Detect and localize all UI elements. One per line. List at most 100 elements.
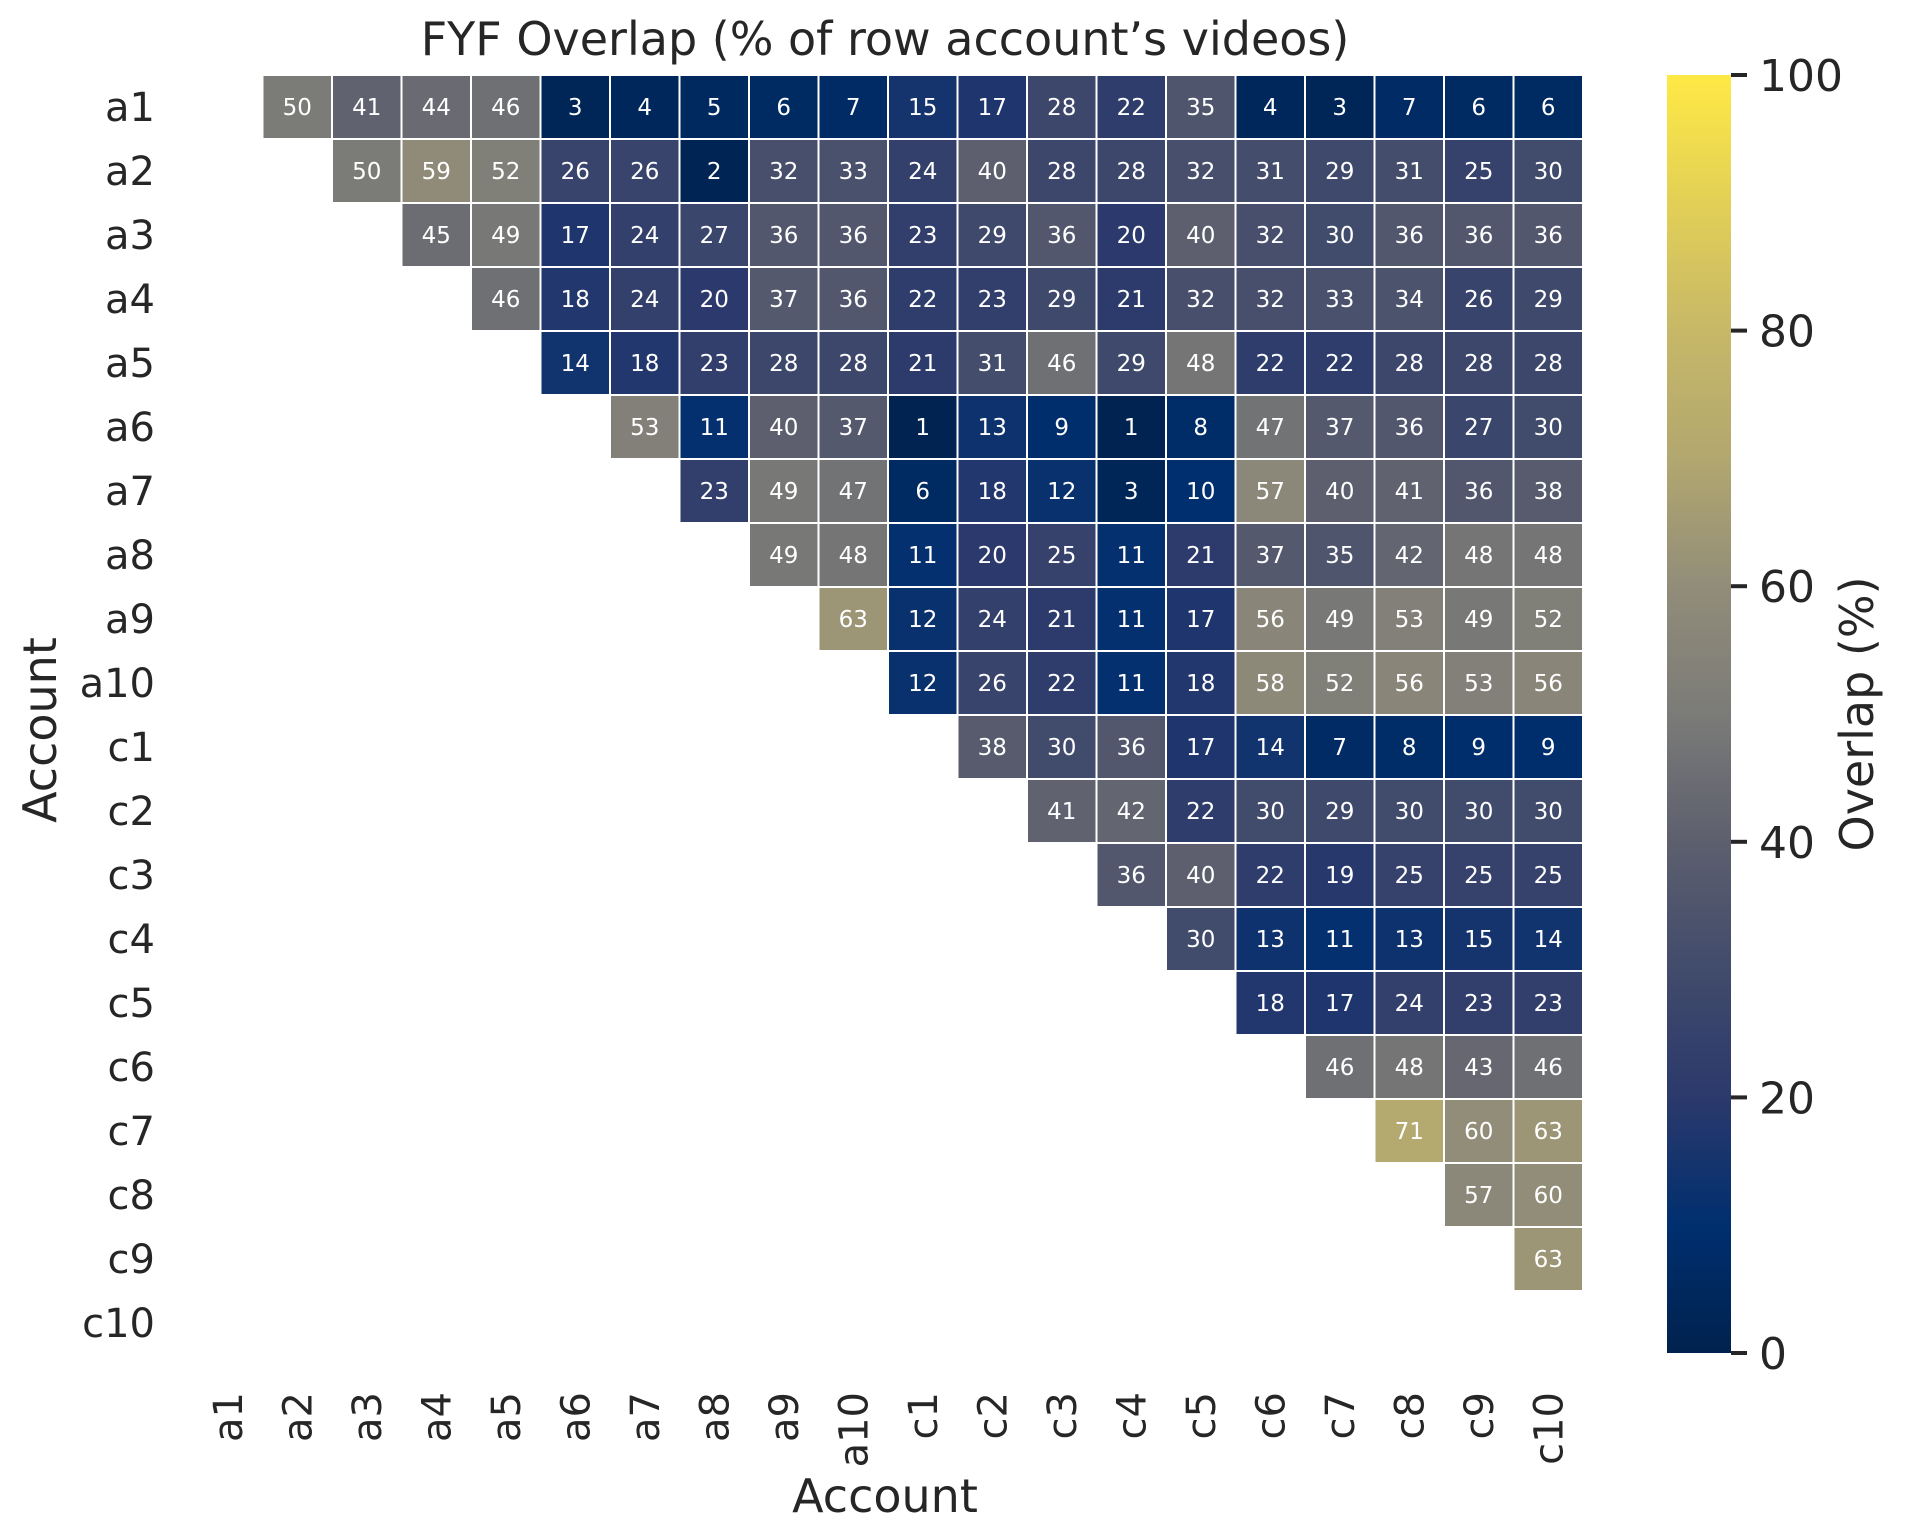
cell-label-a4-c7: 33	[1325, 287, 1354, 313]
heatmap-cell-a4-c8	[1373, 266, 1445, 332]
heatmap-cell-a6-c2	[956, 394, 1028, 460]
heatmap-cell-c3-c9	[1443, 842, 1515, 908]
heatmap-cell-a7-c3	[1026, 458, 1098, 524]
cell-label-a2-a5: 52	[491, 159, 520, 185]
heatmap-cell-a1-c10	[1512, 74, 1584, 140]
cell-label-a7-c1: 6	[915, 479, 930, 505]
cell-label-a3-c7: 30	[1325, 223, 1354, 249]
cell-label-a6-c10: 30	[1534, 415, 1563, 441]
cell-label-a2-a7: 26	[630, 159, 659, 185]
heatmap-cell-c1-c10	[1512, 714, 1584, 780]
heatmap-cell-a3-c4	[1095, 202, 1167, 268]
y-tick-label-c9: c9	[108, 1237, 155, 1283]
cell-label-a1-a6: 3	[568, 95, 583, 121]
cell-label-c1-c2: 38	[978, 735, 1007, 761]
cell-label-a2-c9: 25	[1464, 159, 1493, 185]
heatmap-cell-c1-c2	[956, 714, 1028, 780]
heatmap-cell-a4-c9	[1443, 266, 1515, 332]
cell-label-a8-c5: 21	[1186, 543, 1215, 569]
cell-label-a5-c1: 21	[908, 351, 937, 377]
y-tick-label-a6: a6	[105, 405, 155, 451]
heatmap-cell-a7-c10	[1512, 458, 1584, 524]
cell-label-a3-c3: 36	[1047, 223, 1076, 249]
y-tick-label-a9: a9	[105, 597, 155, 643]
cell-label-a8-c10: 48	[1534, 543, 1563, 569]
cell-label-a8-c2: 20	[978, 543, 1007, 569]
cell-label-a2-a6: 26	[561, 159, 590, 185]
heatmap-cell-a2-c4	[1095, 138, 1167, 204]
heatmap-cell-a5-c6	[1234, 330, 1306, 396]
heatmap-cell-a3-c3	[1026, 202, 1098, 268]
cell-label-a2-c1: 24	[908, 159, 937, 185]
y-tick-label-c7: c7	[108, 1109, 155, 1155]
x-tick-label-c5: c5	[1179, 1392, 1225, 1439]
y-tick-label-a4: a4	[105, 277, 155, 323]
heatmap-cell-a9-c9	[1443, 586, 1515, 652]
cell-label-a10-c6: 58	[1256, 671, 1285, 697]
heatmap-cell-a5-c2	[956, 330, 1028, 396]
heatmap-cell-a3-c5	[1165, 202, 1237, 268]
cell-label-c9-c10: 63	[1534, 1247, 1563, 1273]
heatmap-cell-c2-c9	[1443, 778, 1515, 844]
x-tick-label-a10: a10	[831, 1392, 877, 1467]
cell-label-a4-a5: 46	[491, 287, 520, 313]
cell-label-a4-c6: 32	[1256, 287, 1285, 313]
cell-label-c5-c8: 24	[1395, 991, 1424, 1017]
x-tick-label-c4: c4	[1109, 1392, 1155, 1439]
cell-label-a4-a10: 36	[839, 287, 868, 313]
heatmap-cell-a1-c3	[1026, 74, 1098, 140]
cell-label-a1-a7: 4	[637, 95, 652, 121]
cell-label-a3-a9: 36	[769, 223, 798, 249]
cell-label-c3-c5: 40	[1186, 863, 1215, 889]
cell-label-c4-c5: 30	[1186, 927, 1215, 953]
cell-label-a3-a10: 36	[839, 223, 868, 249]
heatmap-cell-c2-c8	[1373, 778, 1445, 844]
cell-label-c2-c4: 42	[1117, 799, 1146, 825]
cell-label-a6-c3: 9	[1054, 415, 1069, 441]
cell-label-c3-c4: 36	[1117, 863, 1146, 889]
cell-label-a7-c8: 41	[1395, 479, 1424, 505]
x-tick-label-c9: c9	[1457, 1392, 1503, 1439]
cell-label-c3-c6: 22	[1256, 863, 1285, 889]
cell-label-a10-c8: 56	[1395, 671, 1424, 697]
colorbar	[1667, 75, 1731, 1353]
heatmap-cell-a1-a9	[748, 74, 820, 140]
cell-label-c4-c7: 11	[1325, 927, 1354, 953]
cell-label-c5-c9: 23	[1464, 991, 1493, 1017]
cell-label-a5-a6: 14	[561, 351, 590, 377]
heatmap-cell-c9-c10	[1512, 1226, 1584, 1292]
heatmap-cell-c2-c3	[1026, 778, 1098, 844]
heatmap-cell-c5-c9	[1443, 970, 1515, 1036]
cell-label-a6-c2: 13	[978, 415, 1007, 441]
cell-label-a5-c8: 28	[1395, 351, 1424, 377]
colorbar-tick-label-40: 40	[1759, 818, 1815, 869]
colorbar-ticks: 0 20 40 60 80 100	[1731, 51, 1843, 1380]
heatmap-cell-a5-c10	[1512, 330, 1584, 396]
heatmap-cell-a10-c10	[1512, 650, 1584, 716]
heatmap-cell-c5-c6	[1234, 970, 1306, 1036]
heatmap-cell-c2-c4	[1095, 778, 1167, 844]
x-tick-label-c10: c10	[1526, 1392, 1572, 1465]
cell-label-a3-c8: 36	[1395, 223, 1424, 249]
cell-label-a8-c1: 11	[908, 543, 937, 569]
cell-label-a1-a5: 46	[491, 95, 520, 121]
x-tick-label-a2: a2	[275, 1392, 321, 1442]
cell-label-a10-c3: 22	[1047, 671, 1076, 697]
heatmap-cell-c6-c10	[1512, 1034, 1584, 1100]
cell-label-a10-c1: 12	[908, 671, 937, 697]
y-tick-label-a8: a8	[105, 533, 155, 579]
cell-label-a4-a6: 18	[561, 287, 590, 313]
x-tick-label-a4: a4	[414, 1392, 460, 1442]
cell-label-a4-a7: 24	[630, 287, 659, 313]
heatmap-cell-a8-c2	[956, 522, 1028, 588]
cell-label-a3-c10: 36	[1534, 223, 1563, 249]
cell-label-a1-a9: 6	[776, 95, 791, 121]
heatmap-cell-c1-c5	[1165, 714, 1237, 780]
heatmap-cell-a3-c10	[1512, 202, 1584, 268]
cell-label-a3-c5: 40	[1186, 223, 1215, 249]
heatmap-cell-a2-a5	[470, 138, 542, 204]
cell-label-a5-c10: 28	[1534, 351, 1563, 377]
y-tick-label-c5: c5	[108, 981, 155, 1027]
cell-label-a9-c6: 56	[1256, 607, 1285, 633]
heatmap-cell-a3-c7	[1304, 202, 1376, 268]
